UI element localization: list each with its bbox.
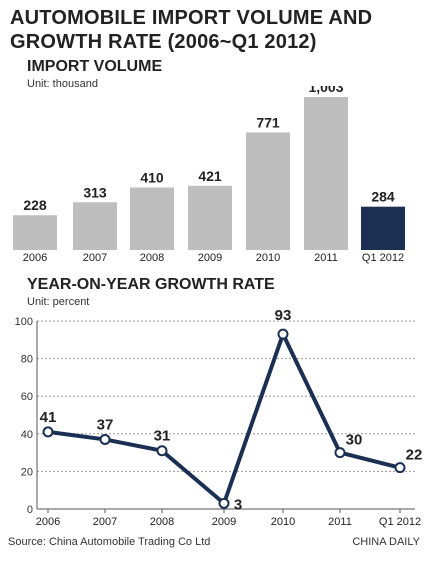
bar-category-label: 2011	[314, 252, 338, 264]
bar-category-label: 2008	[140, 252, 164, 264]
bar-chart: 228 2006 313 2007 410 2008 421 2009 771 2010 1,003…	[13, 86, 405, 264]
bar-value-label: 410	[140, 169, 164, 185]
data-point-marker	[99, 433, 111, 445]
data-point-marker	[218, 497, 230, 509]
line-chart-title: YEAR-ON-YEAR GROWTH RATE	[27, 276, 275, 293]
data-point-marker	[42, 426, 54, 438]
x-tick-label: 2009	[212, 516, 236, 528]
bar-value-label: 284	[371, 189, 395, 205]
bar-q1-2012	[361, 206, 405, 250]
data-point-marker	[156, 445, 168, 457]
bar-category-label: 2007	[83, 252, 107, 264]
bar-value-label: 228	[23, 197, 47, 213]
bar-value-label: 1,003	[308, 86, 343, 95]
line-chart: 0 20 40 60 80 100 2006 2007 2008 2009 2010 2011 Q1 2…	[15, 308, 423, 528]
bar-chart-title: IMPORT VOLUME	[27, 58, 163, 75]
x-tick-label: 2011	[328, 516, 352, 528]
bar-category-label: 2006	[23, 252, 47, 264]
data-point-marker	[394, 462, 406, 474]
bar-value-label: 421	[198, 168, 222, 184]
y-tick-label: 100	[15, 316, 33, 328]
y-tick-label: 0	[27, 504, 33, 516]
y-tick-label: 20	[21, 466, 33, 478]
data-value-label: 37	[97, 416, 114, 433]
bar-2006	[13, 215, 57, 250]
data-value-label: 3	[234, 496, 242, 513]
data-value-label: 30	[346, 432, 363, 449]
x-tick-label: 2008	[150, 516, 174, 528]
x-tick-label: 2007	[93, 516, 117, 528]
bar-2011	[304, 97, 348, 250]
bar-value-label: 771	[256, 114, 280, 130]
bar-value-label: 313	[83, 184, 107, 200]
bar-category-label: 2009	[198, 252, 222, 264]
data-point-marker	[277, 328, 289, 340]
publisher-credit: CHINA DAILY	[352, 536, 420, 548]
bar-2010	[246, 132, 290, 250]
y-tick-label: 60	[21, 391, 33, 403]
data-value-label: 31	[154, 428, 171, 445]
bar-category-label: 2010	[256, 252, 280, 264]
source-note: Source: China Automobile Trading Co Ltd	[8, 536, 211, 548]
bar-2008	[130, 187, 174, 250]
x-tick-label: 2010	[271, 516, 295, 528]
line-chart-unit: Unit: percent	[27, 296, 90, 308]
data-point-marker	[334, 447, 346, 459]
data-value-label: 22	[406, 447, 423, 464]
chart-title: AUTOMOBILE IMPORT VOLUME AND GROWTH RATE…	[10, 7, 373, 53]
y-tick-label: 80	[21, 354, 33, 366]
y-tick-label: 40	[21, 429, 33, 441]
bar-2007	[73, 202, 117, 250]
data-value-label: 93	[275, 308, 292, 324]
bar-category-label: Q1 2012	[362, 252, 404, 264]
data-value-label: 41	[40, 409, 57, 426]
bar-chart-unit: Unit: thousand	[27, 78, 98, 90]
x-tick-label: Q1 2012	[379, 516, 421, 528]
x-tick-label: 2006	[36, 516, 60, 528]
bar-2009	[188, 185, 232, 250]
